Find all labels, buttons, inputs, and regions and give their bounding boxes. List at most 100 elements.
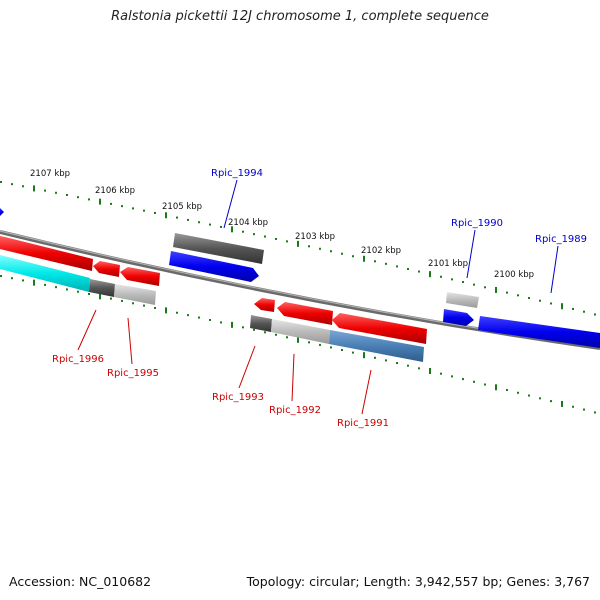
scale-tick-minor bbox=[594, 313, 596, 316]
scale-tick-minor bbox=[209, 318, 211, 321]
scale-tick-major bbox=[495, 384, 497, 391]
scale-tick-major bbox=[561, 303, 563, 310]
scale-tick-minor bbox=[242, 326, 244, 329]
scale-tick-minor bbox=[143, 209, 145, 212]
scale-tick-minor bbox=[506, 291, 508, 294]
scale-tick-minor bbox=[396, 362, 398, 365]
scale-tick-minor bbox=[55, 191, 57, 194]
scale-tick-major bbox=[297, 336, 299, 343]
scale-tick-minor bbox=[517, 391, 519, 394]
gene-arrow bbox=[93, 261, 120, 277]
scale-tick-minor bbox=[55, 286, 57, 289]
scale-tick-major bbox=[99, 198, 101, 205]
reverse-genes bbox=[0, 236, 427, 362]
scale-tick-major bbox=[363, 255, 365, 262]
scale-tick-minor bbox=[451, 278, 453, 281]
gene-labels: Rpic_1994 Rpic_1990 Rpic_1989 Rpic_1996 … bbox=[52, 168, 587, 429]
scale-tick-minor bbox=[462, 280, 464, 283]
map-title: Ralstonia pickettii 12J chromosome 1, co… bbox=[111, 9, 489, 24]
gene-rpic-1994 bbox=[169, 251, 259, 282]
scale-tick-minor bbox=[209, 223, 211, 226]
scale-tick-minor bbox=[66, 193, 68, 196]
scale-tick-major bbox=[231, 321, 233, 328]
scale-tick-major bbox=[165, 212, 167, 219]
scale-label: 2107 kbp bbox=[30, 169, 70, 179]
gene-rpic-1991-cds bbox=[329, 330, 424, 362]
scale-tick-major bbox=[429, 271, 431, 278]
scale-tick-minor bbox=[473, 283, 475, 286]
scale-tick-minor bbox=[44, 283, 46, 286]
gene-label: Rpic_1994 bbox=[211, 168, 263, 179]
scale-label: 2102 kbp bbox=[361, 246, 401, 256]
scale-tick-minor bbox=[44, 189, 46, 192]
scale-tick-minor bbox=[253, 328, 255, 331]
scale-tick-minor bbox=[187, 314, 189, 317]
scale-tick-minor bbox=[66, 288, 68, 291]
scale-tick-major bbox=[429, 368, 431, 375]
scale-tick-minor bbox=[506, 389, 508, 392]
scale-tick-minor bbox=[451, 375, 453, 378]
scale-tick-minor bbox=[539, 299, 541, 302]
scale-tick-minor bbox=[77, 290, 79, 293]
scale-tick-minor bbox=[275, 333, 277, 336]
gene-label: Rpic_1990 bbox=[451, 218, 503, 229]
scale-tick-minor bbox=[484, 286, 486, 289]
scale-tick-minor bbox=[88, 292, 90, 295]
gene-rpic-1990 bbox=[443, 309, 474, 326]
scale-tick-minor bbox=[176, 216, 178, 219]
reverse-leaders bbox=[77, 309, 372, 415]
gene-rpic-1992 bbox=[277, 302, 333, 325]
scale-tick-minor bbox=[418, 270, 420, 273]
scale-tick-major bbox=[363, 352, 365, 359]
gene-label: Rpic_1991 bbox=[337, 418, 389, 429]
scale-tick-minor bbox=[528, 297, 530, 300]
scale-tick-minor bbox=[132, 302, 134, 305]
scale-label: 2104 kbp bbox=[228, 218, 268, 228]
scale-labels: 2107 kbp 2106 kbp 2105 kbp 2104 kbp 2103… bbox=[30, 169, 534, 280]
scale-tick-minor bbox=[407, 267, 409, 270]
gene-label: Rpic_1992 bbox=[269, 405, 321, 416]
scale-tick-minor bbox=[440, 372, 442, 375]
scale-tick-minor bbox=[583, 310, 585, 313]
scale-tick-major bbox=[33, 279, 35, 286]
scale-tick-minor bbox=[253, 233, 255, 236]
scale-tick-minor bbox=[440, 275, 442, 278]
scale-tick-minor bbox=[550, 400, 552, 403]
scale-tick-minor bbox=[121, 299, 123, 302]
scale-tick-minor bbox=[0, 181, 2, 183]
scale-tick-minor bbox=[385, 262, 387, 265]
scale-tick-minor bbox=[242, 230, 244, 233]
scale-label: 2106 kbp bbox=[95, 186, 135, 196]
scale-tick-minor bbox=[583, 408, 585, 411]
inner-scale-dots bbox=[0, 275, 596, 414]
scale-tick-minor bbox=[0, 275, 2, 277]
gene-label: Rpic_1996 bbox=[52, 354, 104, 365]
scale-tick-major bbox=[33, 185, 35, 192]
scale-tick-minor bbox=[374, 260, 376, 263]
scale-label: 2105 kbp bbox=[162, 202, 202, 212]
scale-tick-minor bbox=[286, 240, 288, 243]
scale-tick-minor bbox=[484, 383, 486, 386]
scale-tick-minor bbox=[88, 198, 90, 201]
scale-tick-minor bbox=[396, 265, 398, 268]
scale-tick-minor bbox=[110, 297, 112, 300]
scale-tick-minor bbox=[539, 397, 541, 400]
gene-rpic-1993 bbox=[254, 298, 275, 312]
scale-tick-minor bbox=[308, 341, 310, 344]
scale-tick-minor bbox=[198, 221, 200, 224]
gene-rpic-1996-cds bbox=[0, 255, 90, 292]
gene-label: Rpic_1993 bbox=[212, 392, 264, 403]
scale-tick-minor bbox=[308, 245, 310, 248]
scale-tick-minor bbox=[220, 321, 222, 324]
scale-tick-minor bbox=[110, 202, 112, 205]
scale-tick-minor bbox=[330, 250, 332, 253]
accession-text: Accession: NC_010682 bbox=[9, 574, 152, 589]
gene-rpic-1990-pseudo bbox=[446, 292, 479, 308]
scale-tick-minor bbox=[22, 185, 24, 188]
scale-tick-minor bbox=[154, 211, 156, 214]
topology-summary: Topology: circular; Length: 3,942,557 bp… bbox=[246, 574, 590, 589]
scale-tick-minor bbox=[341, 252, 343, 255]
gene-rpic-1992-pseudo bbox=[271, 319, 330, 344]
scale-tick-minor bbox=[11, 277, 13, 280]
